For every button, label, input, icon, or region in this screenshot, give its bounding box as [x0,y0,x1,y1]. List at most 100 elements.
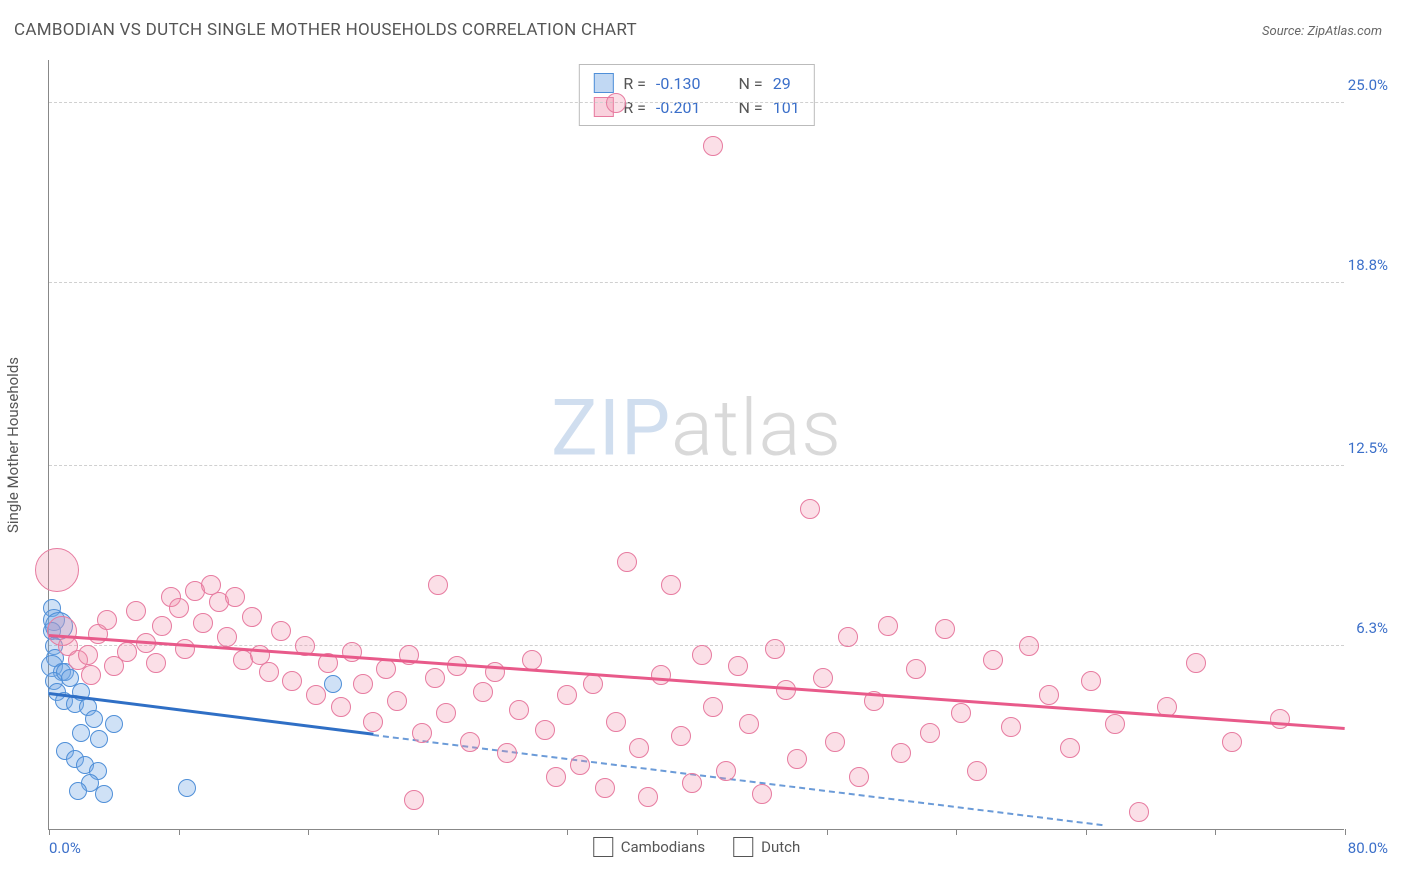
data-point [800,499,820,519]
data-point [387,691,407,711]
data-point [661,575,681,595]
x-tick [567,829,568,835]
x-tick [956,829,957,835]
data-point [436,703,456,723]
data-point [376,659,396,679]
data-point [90,730,108,748]
data-point [126,601,146,621]
x-tick [827,829,828,835]
data-point [225,587,245,607]
grid-line [49,102,1344,103]
data-point [105,715,123,733]
chart-header: CAMBODIAN VS DUTCH SINGLE MOTHER HOUSEHO… [0,0,1406,48]
legend-N-label: N = [739,74,763,93]
data-point [331,697,351,717]
legend-row-cambodians: R = -0.130 N = 29 [593,71,799,95]
data-point [878,616,898,636]
legend-N-value-cambodians: 29 [773,74,791,93]
x-tick [308,829,309,835]
plot-area: Single Mother Households ZIPatlas 0.0% 8… [48,60,1344,830]
legend-R-value-dutch: -0.201 [656,98,701,117]
data-point [428,575,448,595]
data-point [117,642,137,662]
data-point [739,714,759,734]
data-point [1060,738,1080,758]
data-point [1039,685,1059,705]
data-point [412,723,432,743]
source-prefix: Source: [1262,24,1307,39]
data-point [97,610,117,630]
y-tick-label: 6.3% [1356,619,1388,637]
data-point [682,773,702,793]
watermark-atlas: atlas [671,384,842,475]
data-point [146,653,166,673]
data-point [557,685,577,705]
watermark: ZIPatlas [551,384,842,475]
legend-N-label: N = [739,98,763,117]
x-tick [1086,829,1087,835]
data-point [1105,714,1125,734]
source-attribution: Source: ZipAtlas.com [1262,24,1382,39]
legend-swatch-blue [593,73,613,93]
x-tick [179,829,180,835]
trend-line [373,734,1102,826]
data-point [951,703,971,723]
data-point [891,743,911,763]
legend-item-cambodians: Cambodians [593,837,705,857]
legend-R-label: R = [623,74,646,93]
data-point [152,616,172,636]
data-point [404,790,424,810]
y-tick-label: 12.5% [1348,439,1388,457]
data-point [583,674,603,694]
data-point [629,738,649,758]
data-point [813,668,833,688]
data-point [825,732,845,752]
x-axis-max-label: 80.0% [1348,839,1388,857]
data-point [671,726,691,746]
data-point [242,607,262,627]
data-point [175,639,195,659]
data-point [69,782,87,800]
data-point [849,767,869,787]
data-point [324,675,342,693]
data-point [595,778,615,798]
data-point [716,761,736,781]
data-point [85,710,103,728]
data-point [765,639,785,659]
data-point [906,659,926,679]
data-point [509,700,529,720]
data-point [651,665,671,685]
data-point [497,743,517,763]
source-name: ZipAtlas.com [1307,24,1382,39]
data-point [1186,653,1206,673]
data-point [425,668,445,688]
data-point [259,662,279,682]
x-tick [1215,829,1216,835]
x-tick [1345,829,1346,835]
legend-item-dutch: Dutch [733,837,800,857]
grid-line [49,282,1344,283]
data-point [78,645,98,665]
legend-N-value-dutch: 101 [773,98,800,117]
data-point [703,697,723,717]
data-point [983,650,1003,670]
data-point [606,93,626,113]
data-point [728,656,748,676]
data-point [271,621,291,641]
y-axis-label: Single Mother Households [4,356,22,532]
legend-R-value-cambodians: -0.130 [656,74,701,93]
data-point [363,712,383,732]
y-tick-label: 18.8% [1348,256,1388,274]
x-tick [49,829,50,835]
x-axis-min-label: 0.0% [49,839,81,857]
data-point [1222,732,1242,752]
data-point [178,779,196,797]
data-point [606,712,626,732]
legend-label-cambodians: Cambodians [621,838,705,856]
series-legend: Cambodians Dutch [593,837,801,857]
data-point [95,785,113,803]
legend-R-label: R = [623,98,646,117]
data-point [1081,671,1101,691]
legend-label-dutch: Dutch [761,838,800,856]
watermark-zip: ZIP [551,384,671,475]
